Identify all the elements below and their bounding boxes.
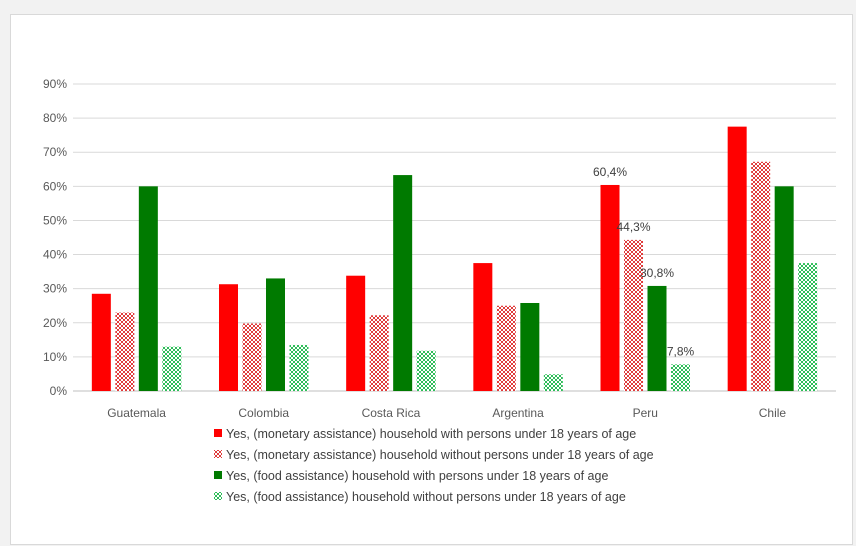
y-tick-label: 60% xyxy=(43,179,67,193)
bar xyxy=(138,186,158,391)
chart-frame: 0% 10% 20% 30% 40% 50% 60% 70% 80% 90% Guatemala C… xyxy=(10,14,853,545)
x-tick-label: Guatemala xyxy=(107,406,166,420)
bar xyxy=(289,344,309,391)
y-tick-label: 0% xyxy=(50,384,68,398)
bar xyxy=(520,302,540,391)
x-tick-label: Argentina xyxy=(492,406,544,420)
y-tick-label: 30% xyxy=(43,282,67,296)
bar xyxy=(346,275,366,391)
legend-label: Yes, (monetary assistance) household wit… xyxy=(226,427,636,441)
bar xyxy=(266,278,285,391)
bar xyxy=(600,184,620,391)
legend: Yes, (monetary assistance) household wit… xyxy=(214,427,654,504)
data-label: 44,3% xyxy=(616,220,650,234)
y-tick-label: 40% xyxy=(43,248,67,262)
bar xyxy=(543,374,563,391)
data-labels: 60,4% 44,3% 30,8% 7,8% xyxy=(593,165,695,358)
y-tick-label: 70% xyxy=(43,145,67,159)
x-tick-label: Costa Rica xyxy=(362,406,421,420)
bar xyxy=(647,285,667,391)
gridlines xyxy=(73,83,836,392)
x-axis-tick-labels: Guatemala Colombia Costa Rica Argentina Peru… xyxy=(107,406,786,420)
bar xyxy=(671,364,690,391)
bars xyxy=(91,126,818,391)
x-tick-label: Chile xyxy=(759,406,787,420)
bar xyxy=(798,263,818,391)
bar xyxy=(91,293,111,391)
y-tick-label: 50% xyxy=(43,213,67,227)
bar xyxy=(416,350,436,391)
y-tick-label: 20% xyxy=(43,316,67,330)
data-label: 7,8% xyxy=(667,344,695,358)
bar xyxy=(496,305,516,391)
x-tick-label: Colombia xyxy=(238,406,289,420)
y-tick-label: 90% xyxy=(43,77,67,91)
bar xyxy=(162,346,182,391)
bar xyxy=(369,315,389,391)
legend-swatch xyxy=(214,429,222,437)
bar xyxy=(727,126,747,391)
bar xyxy=(242,323,262,391)
bar xyxy=(393,175,413,391)
bar xyxy=(751,161,771,391)
legend-swatch xyxy=(214,471,222,479)
y-axis-tick-labels: 0% 10% 20% 30% 40% 50% 60% 70% 80% 90% xyxy=(43,77,67,398)
chart: 0% 10% 20% 30% 40% 50% 60% 70% 80% 90% Guatemala C… xyxy=(43,77,836,504)
bar xyxy=(774,186,794,391)
y-tick-label: 80% xyxy=(43,111,67,125)
bar xyxy=(115,312,135,391)
bar xyxy=(473,263,493,391)
legend-swatch xyxy=(214,492,222,500)
legend-label: Yes, (food assistance) household with pe… xyxy=(226,469,608,483)
data-label: 60,4% xyxy=(593,165,627,179)
legend-label: Yes, (monetary assistance) household wit… xyxy=(226,448,654,462)
x-tick-label: Peru xyxy=(633,406,658,420)
legend-swatch xyxy=(214,450,222,458)
legend-label: Yes, (food assistance) household without… xyxy=(226,490,626,504)
bar xyxy=(219,284,238,391)
bar xyxy=(624,239,643,391)
y-tick-label: 10% xyxy=(43,350,67,364)
data-label: 30,8% xyxy=(640,266,674,280)
